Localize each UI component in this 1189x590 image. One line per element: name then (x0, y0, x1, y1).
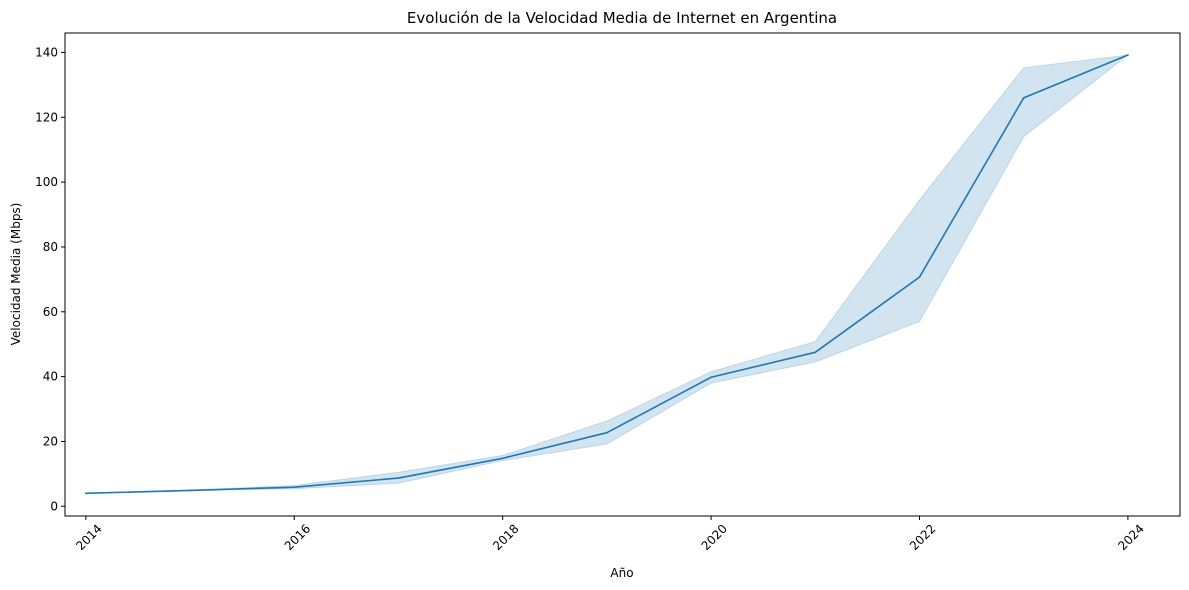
plot-area: 2014 2016 2018 2020 2022 2024 0 20 40 60 80 100 120 1… (35, 32, 1181, 553)
y-tick-label: 140 (35, 45, 58, 59)
y-tick-label: 80 (43, 240, 58, 254)
y-tick-label: 100 (35, 175, 58, 189)
y-tick-label: 60 (43, 305, 58, 319)
y-axis-label: Velocidad Media (Mbps) (9, 203, 23, 346)
y-tick-label: 20 (43, 434, 58, 448)
data-point (1127, 54, 1129, 56)
data-point (85, 492, 87, 495)
confidence-band (85, 54, 1130, 494)
x-tick-label: 2024 (1115, 522, 1146, 553)
chart-title: Evolución de la Velocidad Media de Inter… (407, 9, 837, 27)
x-axis-label: Año (610, 566, 633, 580)
y-tick-label: 0 (50, 499, 58, 513)
data-point (501, 457, 504, 460)
y-tick-label: 40 (43, 370, 58, 384)
x-tick-label: 2014 (73, 522, 104, 553)
data-point (710, 376, 712, 379)
data-point (1022, 97, 1025, 99)
data-point (918, 276, 921, 278)
data-point (189, 489, 191, 492)
data-point (606, 431, 608, 434)
data-point (397, 477, 400, 479)
data-point (293, 486, 296, 488)
x-tick-label: 2020 (699, 522, 730, 553)
x-tick-label: 2016 (282, 522, 313, 553)
x-tick-label: 2022 (907, 522, 938, 553)
x-tick-label: 2018 (490, 522, 521, 553)
plot-frame (64, 32, 1181, 517)
data-point (814, 351, 817, 354)
y-tick-label: 120 (35, 110, 58, 124)
